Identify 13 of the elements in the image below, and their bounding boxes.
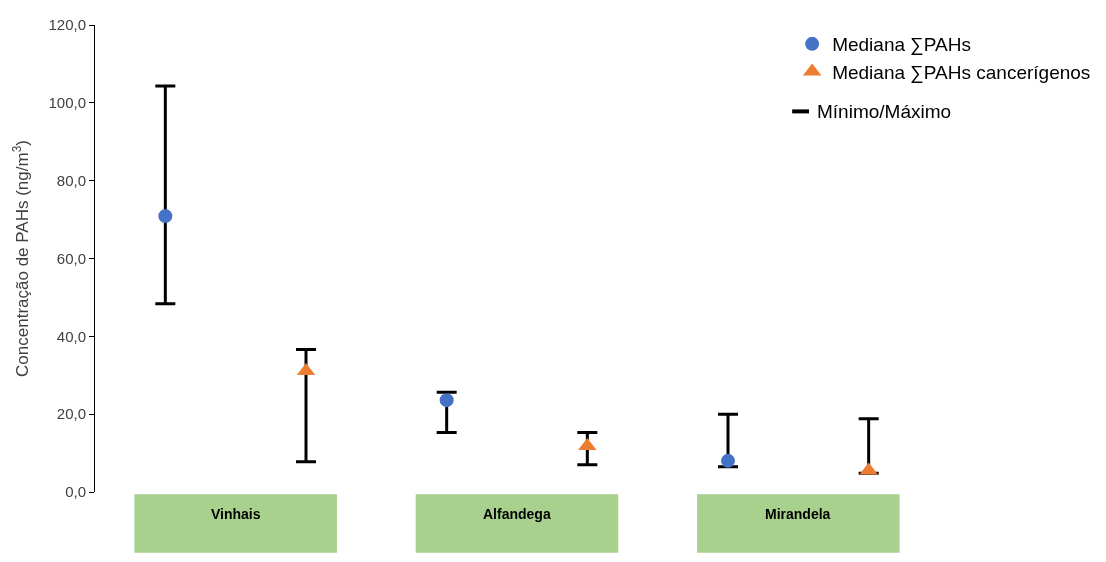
- x-tick-label: Alfandega: [483, 506, 551, 522]
- y-tick-label: 0,0: [65, 483, 86, 501]
- x-tick-label: Vinhais: [211, 506, 261, 522]
- x-tick-label: Mirandela: [765, 506, 831, 522]
- y-tick-label: 80,0: [56, 171, 86, 189]
- y-tick-label: 100,0: [48, 94, 86, 112]
- y-tick-label: 40,0: [56, 327, 86, 345]
- y-tick-label: 60,0: [56, 249, 86, 267]
- legend-label: Mediana ∑PAHs: [832, 34, 972, 57]
- legend-label: Mediana ∑PAHs cancerígenos: [832, 61, 1091, 84]
- y-tick-label: 120,0: [48, 16, 86, 34]
- annotation: Mínimo/Máximo: [817, 101, 952, 122]
- y-tick-label: 20,0: [56, 405, 86, 423]
